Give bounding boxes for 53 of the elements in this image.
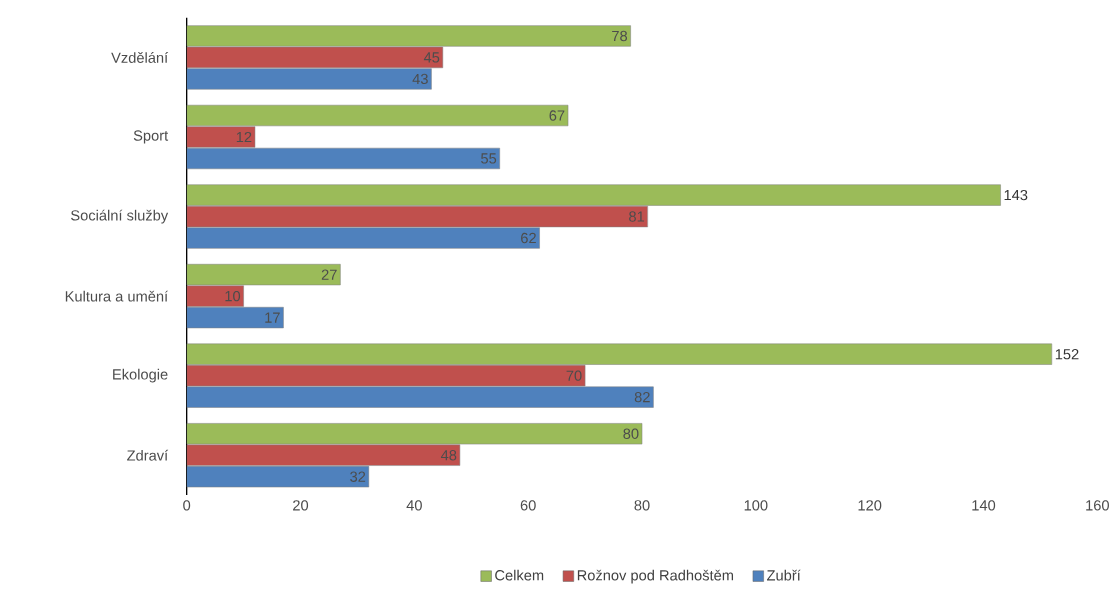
y-tick-label: Zdraví (127, 449, 169, 461)
y-tick-label: Kultura a umění (65, 290, 169, 302)
bar (186, 205, 648, 228)
bar (186, 68, 432, 90)
bar (186, 147, 500, 170)
x-tick-label: 20 (293, 500, 309, 511)
legend-label: Celkem (495, 569, 544, 581)
bar (186, 184, 1001, 206)
data-label: 78 (612, 30, 628, 42)
x-tick-label: 120 (858, 500, 882, 511)
bar (186, 423, 643, 445)
x-tick-label: 140 (972, 500, 996, 511)
y-tick-label: Vzdělání (111, 51, 169, 63)
data-label: 55 (481, 153, 497, 164)
bar (186, 104, 569, 127)
data-label: 70 (566, 370, 582, 381)
bar (186, 227, 540, 249)
bar (186, 365, 586, 387)
bar (186, 343, 1053, 365)
data-label: 27 (321, 269, 337, 280)
y-tick-label: Ekologie (113, 368, 168, 383)
bar (186, 25, 631, 47)
data-label: 17 (265, 312, 280, 323)
data-label: 80 (623, 428, 639, 439)
bar (186, 126, 256, 148)
bar (186, 466, 370, 488)
data-label: 67 (549, 110, 565, 121)
legend-label: Zubří (767, 569, 801, 581)
x-tick-label: 160 (1086, 500, 1109, 511)
bar (186, 46, 444, 69)
x-tick-label: 40 (406, 500, 422, 511)
data-label: 12 (236, 131, 252, 143)
data-label: 81 (629, 211, 645, 222)
y-tick-label: Sociální služby (71, 209, 169, 224)
bar (186, 285, 244, 307)
data-label: 62 (521, 232, 536, 244)
data-label: 32 (350, 471, 366, 482)
x-tick-label: 0 (183, 500, 191, 511)
bar (186, 264, 341, 286)
x-tick-label: 80 (634, 500, 650, 511)
data-label: 48 (440, 450, 457, 461)
bar (186, 444, 461, 466)
legend-label: Rožnov pod Radhoštěm (577, 569, 734, 584)
data-label: 45 (423, 52, 440, 63)
data-label: 82 (634, 391, 650, 403)
x-tick-label: 100 (744, 500, 768, 511)
data-label: 152 (1055, 349, 1079, 360)
data-label: 143 (1004, 189, 1028, 201)
x-tick-label: 60 (520, 500, 536, 511)
bar (186, 386, 654, 408)
data-label: 43 (412, 73, 428, 85)
y-tick-label: Sport (133, 130, 169, 144)
data-label: 10 (225, 290, 241, 302)
